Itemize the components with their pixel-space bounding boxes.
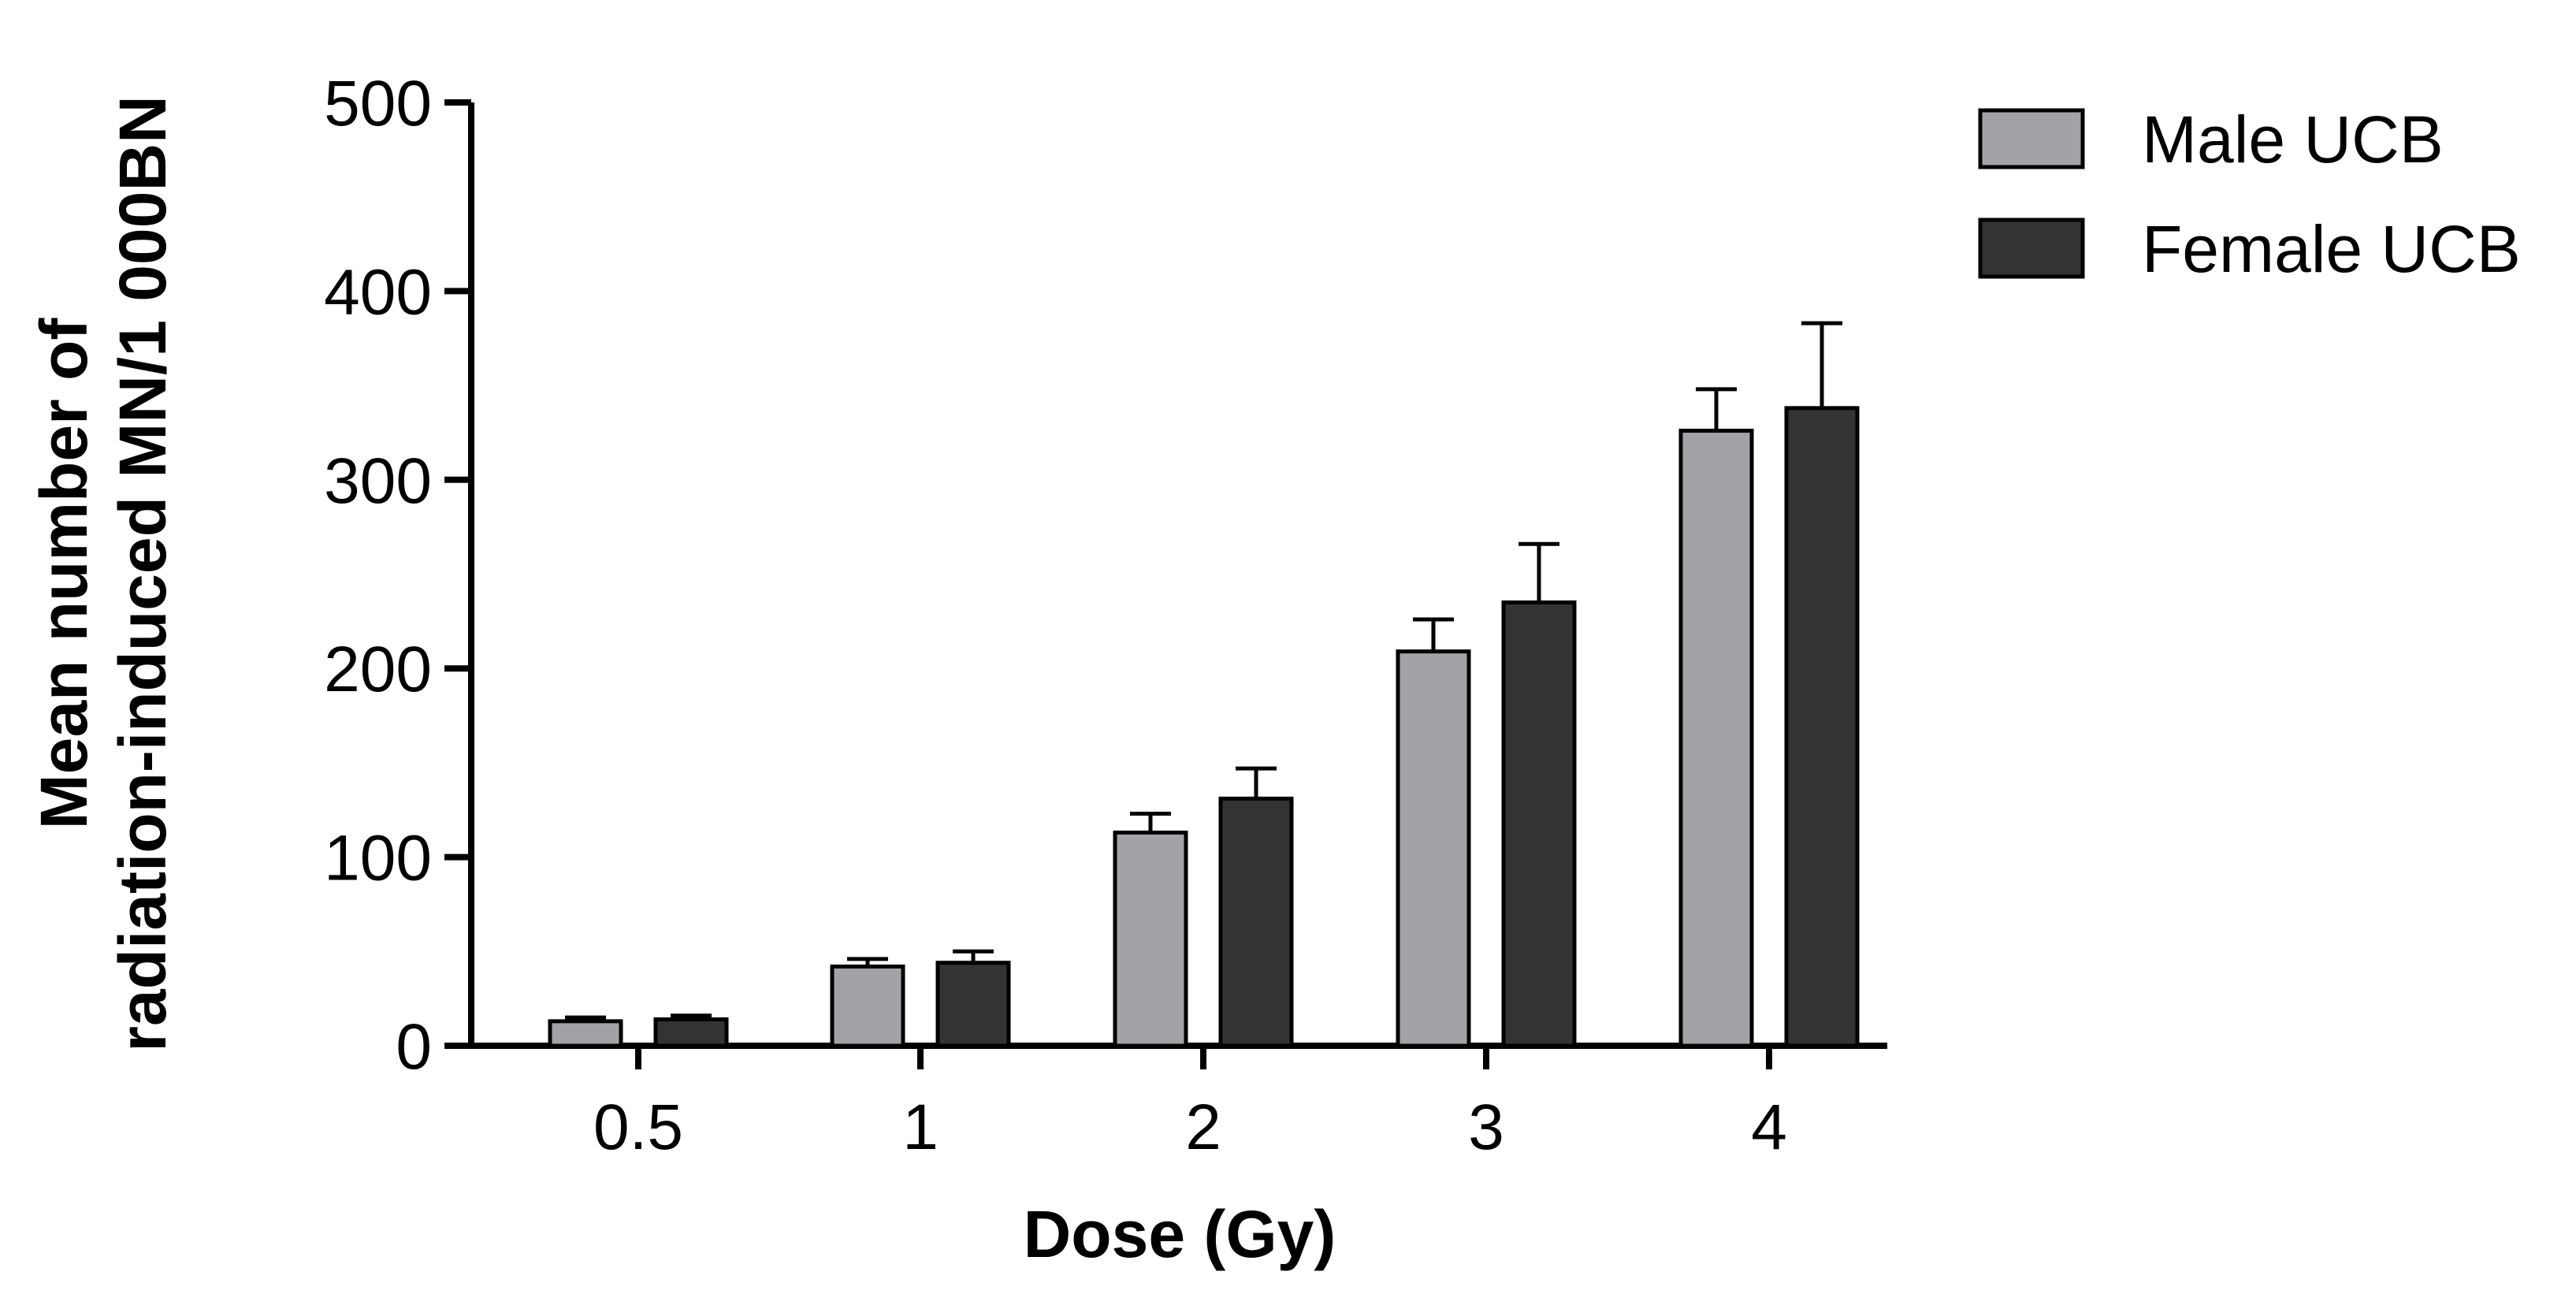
legend-label: Male UCB [2142, 102, 2444, 177]
error-bars [565, 321, 1842, 1021]
axis-labels: 0 100 200 300 400 500 0.5 1 2 3 4 Dose (Gy) Mean num… [27, 68, 1787, 1271]
y-tick-label: 100 [324, 823, 432, 894]
bar-male-male-ucb [1678, 429, 1754, 1048]
y-axis-title-line: radiation-induced MN/1 000BN [106, 95, 180, 1052]
x-tick-label: 2 [1185, 1091, 1221, 1163]
legend: Male UCB Female UCB [1978, 102, 2521, 286]
legend-swatch [1978, 218, 2085, 279]
bar-male-male-ucb [548, 1019, 623, 1048]
y-tick-label: 400 [324, 256, 432, 328]
x-tick-label: 0.5 [593, 1091, 683, 1163]
bar-female-female-ucb [1218, 796, 1294, 1048]
bar-female-female-ucb [935, 961, 1011, 1048]
bar-female-female-ucb [1784, 406, 1860, 1048]
bar-male-male-ucb [830, 964, 905, 1048]
x-axis-title: Dose (Gy) [1024, 1197, 1336, 1271]
y-tick-label: 0 [396, 1011, 432, 1083]
bar-female-female-ucb [653, 1017, 729, 1048]
y-tick-label: 300 [324, 445, 432, 517]
bar-male-male-ucb [1396, 649, 1471, 1048]
legend-label: Female UCB [2142, 212, 2521, 286]
bar-male-male-ucb [1113, 830, 1188, 1048]
x-tick-label: 3 [1468, 1091, 1504, 1163]
x-tick-label: 4 [1751, 1091, 1787, 1163]
legend-swatch [1978, 108, 2085, 169]
y-tick-label: 500 [324, 68, 432, 139]
x-tick-label: 1 [902, 1091, 939, 1163]
y-tick-label: 200 [324, 634, 432, 705]
y-axis-title-line: Mean number of [27, 318, 101, 830]
bar-female-female-ucb [1501, 600, 1577, 1048]
bars [548, 406, 1860, 1048]
